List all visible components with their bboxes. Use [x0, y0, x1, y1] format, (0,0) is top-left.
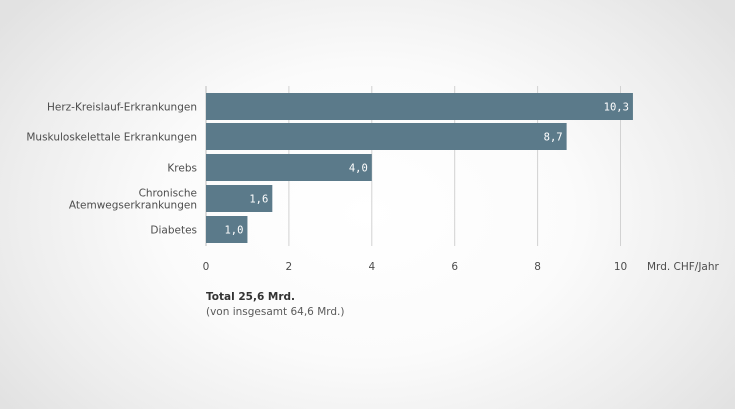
x-tick-label: 10 [614, 261, 627, 273]
bar [206, 123, 567, 150]
x-tick-label: 8 [534, 261, 541, 273]
bar-value-label: 4,0 [349, 163, 368, 175]
bar-value-label: 10,3 [604, 102, 629, 114]
bar-value-label: 8,7 [544, 132, 563, 144]
bar-value-label: 1,6 [249, 194, 268, 206]
category-label: Chronische [139, 188, 197, 200]
category-label: Krebs [167, 163, 197, 175]
x-tick-label: 4 [368, 261, 375, 273]
category-label: Herz-Kreislauf-Erkrankungen [47, 102, 197, 114]
x-tick-label: 6 [451, 261, 458, 273]
bar [206, 216, 248, 243]
category-label: Atemwegserkrankungen [69, 200, 197, 212]
total-label: Total 25,6 Mrd. [206, 291, 296, 303]
x-axis-ticks: 0 2 4 6 8 10 Mrd. CHF/Jahr [203, 261, 720, 273]
total-note: Total 25,6 Mrd. (von insgesamt 64,6 Mrd.… [206, 290, 345, 320]
x-axis-unit-label: Mrd. CHF/Jahr [647, 261, 720, 273]
bars: 10,3 8,7 4,0 1,6 1,0 [206, 93, 633, 243]
category-label: Diabetes [150, 225, 197, 237]
x-tick-label: 0 [203, 261, 210, 273]
bar [206, 93, 633, 120]
bar-value-label: 1,0 [224, 225, 243, 237]
total-sublabel: (von insgesamt 64,6 Mrd.) [206, 306, 345, 318]
category-label: Muskuloskelettale Erkrankungen [26, 132, 197, 144]
bar [206, 185, 273, 212]
x-tick-label: 2 [286, 261, 293, 273]
bar [206, 154, 372, 181]
category-labels: Herz-Kreislauf-Erkrankungen Muskuloskelet… [26, 102, 197, 237]
